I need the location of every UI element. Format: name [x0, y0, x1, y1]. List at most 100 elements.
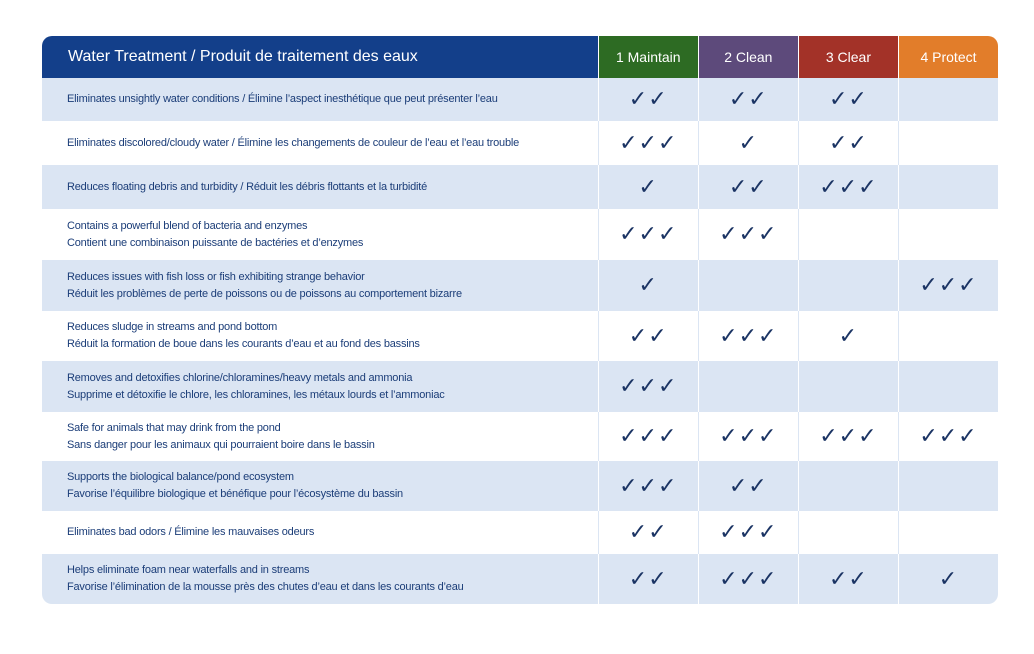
comparison-table: Water Treatment / Produit de traitement …	[42, 36, 998, 604]
check-cell: ✓✓✓	[797, 165, 898, 209]
check-cell: ✓✓✓	[697, 554, 798, 604]
table-row: Reduces floating debris and turbidity / …	[42, 165, 998, 209]
checkmark-icon: ✓✓	[828, 130, 868, 156]
row-description: Reduces floating debris and turbidity / …	[42, 165, 598, 209]
check-cell	[897, 461, 998, 511]
check-cell: ✓✓✓	[597, 361, 698, 412]
checkmark-icon: ✓✓✓	[619, 130, 678, 156]
description-line-primary: Contains a powerful blend of bacteria an…	[67, 219, 308, 232]
table-title: Water Treatment / Produit de traitement …	[42, 36, 598, 78]
checkmark-icon: ✓✓✓	[619, 222, 678, 247]
row-description: Eliminates unsightly water conditions / …	[42, 78, 598, 121]
table-row: Eliminates unsightly water conditions / …	[42, 78, 998, 121]
checkmark-icon: ✓✓✓	[719, 323, 778, 349]
description-line-primary: Safe for animals that may drink from the…	[67, 421, 281, 434]
checkmark-icon: ✓	[638, 174, 658, 200]
checkmark-icon: ✓✓	[628, 566, 668, 592]
check-cell	[897, 78, 998, 121]
checkmark-icon: ✓✓	[628, 87, 668, 112]
check-cell	[697, 260, 798, 311]
description-line-primary: Removes and detoxifies chlorine/chlorami…	[67, 371, 413, 384]
check-cell: ✓✓✓	[897, 412, 998, 461]
description-line-secondary: Réduit la formation de boue dans les cou…	[67, 338, 420, 350]
column-header-clean: 2 Clean	[697, 36, 798, 78]
check-cell: ✓✓✓	[697, 311, 798, 361]
check-cell: ✓✓✓	[597, 461, 698, 511]
check-cell	[797, 260, 898, 311]
check-cell	[797, 209, 898, 260]
description-line-secondary: Réduit les problèmes de perte de poisson…	[67, 287, 462, 300]
check-cell: ✓✓	[597, 78, 698, 121]
column-header-protect: 4 Protect	[897, 36, 998, 78]
check-cell: ✓✓✓	[697, 511, 798, 554]
checkmark-icon: ✓✓	[628, 520, 668, 545]
table-row: Eliminates bad odors / Élimine les mauva…	[42, 511, 998, 554]
table-header: Water Treatment / Produit de traitement …	[42, 36, 998, 78]
row-description: Removes and detoxifies chlorine/chlorami…	[42, 361, 598, 412]
checkmark-icon: ✓	[938, 566, 959, 592]
check-cell: ✓	[597, 165, 698, 209]
check-cell	[897, 165, 998, 209]
check-cell	[797, 511, 898, 554]
checkmark-icon: ✓✓	[728, 87, 768, 112]
table-row: Eliminates discolored/cloudy water / Éli…	[42, 121, 998, 165]
check-cell	[897, 209, 998, 260]
row-description: Helps eliminate foam near waterfalls and…	[42, 554, 598, 604]
row-description: Contains a powerful blend of bacteria an…	[42, 209, 598, 260]
check-cell: ✓✓✓	[597, 209, 698, 260]
description-line-secondary: Supprime et détoxifie le chlore, les chl…	[67, 388, 445, 401]
table-row: Removes and detoxifies chlorine/chlorami…	[42, 361, 998, 412]
check-cell: ✓✓	[597, 554, 698, 604]
check-cell: ✓✓	[797, 78, 898, 121]
description-line-primary: Eliminates bad odors / Élimine les mauva…	[67, 526, 315, 538]
check-cell	[897, 311, 998, 361]
checkmark-icon: ✓✓	[828, 87, 868, 112]
table-row: Safe for animals that may drink from the…	[42, 412, 998, 461]
check-cell: ✓✓✓	[597, 412, 698, 461]
check-cell: ✓✓	[697, 165, 798, 209]
checkmark-icon: ✓	[738, 130, 759, 156]
checkmark-icon: ✓✓✓	[619, 473, 678, 499]
row-description: Safe for animals that may drink from the…	[42, 412, 598, 461]
check-cell	[897, 121, 998, 165]
table-row: Contains a powerful blend of bacteria an…	[42, 209, 998, 260]
description-line-primary: Eliminates discolored/cloudy water / Éli…	[67, 136, 520, 149]
row-description: Reduces sludge in streams and pond botto…	[42, 311, 598, 361]
check-cell: ✓✓✓	[697, 412, 798, 461]
check-cell: ✓✓✓	[697, 209, 798, 260]
table-body: Eliminates unsightly water conditions / …	[42, 78, 998, 604]
check-cell	[897, 361, 998, 412]
description-line-primary: Reduces issues with fish loss or fish ex…	[67, 270, 365, 283]
check-cell: ✓✓	[697, 78, 798, 121]
check-cell	[897, 511, 998, 554]
check-cell	[797, 461, 898, 511]
check-cell: ✓✓✓	[797, 412, 898, 461]
table-row: Reduces issues with fish loss or fish ex…	[42, 260, 998, 311]
description-line-secondary: Contient une combinaison puissante de ba…	[67, 236, 364, 249]
checkmark-icon: ✓✓✓	[619, 374, 678, 399]
checkmark-icon: ✓✓✓	[819, 174, 878, 200]
check-cell: ✓✓✓	[897, 260, 998, 311]
checkmark-icon: ✓✓	[628, 323, 668, 349]
check-cell	[797, 361, 898, 412]
description-line-secondary: Favorise l’élimination de la mousse près…	[67, 581, 464, 593]
check-cell: ✓	[797, 311, 898, 361]
column-header-maintain: 1 Maintain	[597, 36, 698, 78]
column-header-clear: 3 Clear	[797, 36, 898, 78]
description-line-primary: Supports the biological balance/pond eco…	[67, 471, 294, 483]
description-line-primary: Reduces floating debris and turbidity / …	[67, 180, 428, 193]
row-description: Reduces issues with fish loss or fish ex…	[42, 260, 598, 311]
checkmark-icon: ✓	[838, 323, 859, 349]
description-line-secondary: Sans danger pour les animaux qui pourrai…	[67, 438, 375, 451]
checkmark-icon: ✓	[638, 273, 658, 298]
row-description: Eliminates bad odors / Élimine les mauva…	[42, 511, 598, 554]
check-cell: ✓✓	[797, 554, 898, 604]
check-cell	[697, 361, 798, 412]
row-description: Supports the biological balance/pond eco…	[42, 461, 598, 511]
checkmark-icon: ✓✓✓	[819, 424, 878, 449]
checkmark-icon: ✓✓	[728, 174, 768, 200]
description-line-primary: Eliminates unsightly water conditions / …	[67, 93, 498, 105]
checkmark-icon: ✓✓	[828, 566, 868, 592]
check-cell: ✓	[597, 260, 698, 311]
checkmark-icon: ✓✓✓	[719, 520, 778, 545]
